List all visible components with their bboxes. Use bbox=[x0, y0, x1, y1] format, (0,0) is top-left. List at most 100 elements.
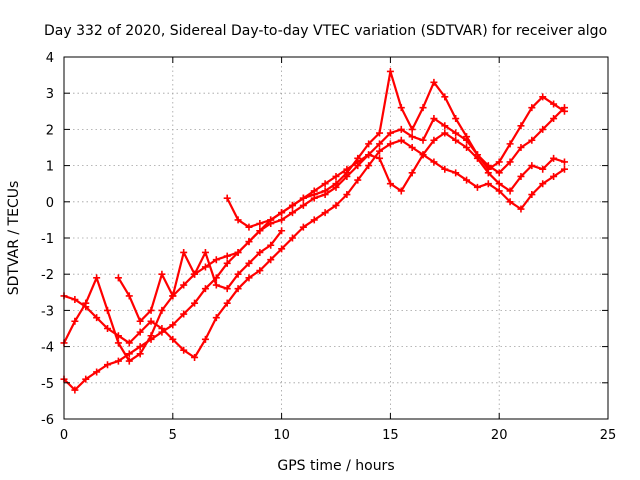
data-point bbox=[256, 267, 264, 275]
plot-grid bbox=[64, 57, 608, 419]
data-point bbox=[278, 209, 286, 217]
data-point bbox=[310, 216, 318, 224]
data-point bbox=[539, 180, 547, 188]
data-point bbox=[125, 292, 133, 300]
axis-ticks bbox=[63, 56, 609, 420]
data-point bbox=[408, 144, 416, 151]
data-point bbox=[517, 205, 525, 213]
data-point bbox=[506, 140, 514, 148]
data-point bbox=[528, 104, 536, 112]
data-point bbox=[201, 248, 209, 256]
data-point bbox=[147, 306, 155, 314]
data-point bbox=[550, 115, 558, 123]
data-point bbox=[169, 292, 177, 300]
data-point bbox=[560, 165, 568, 173]
data-point bbox=[82, 299, 90, 307]
data-point bbox=[267, 241, 275, 249]
data-point bbox=[245, 223, 253, 231]
series-line bbox=[226, 70, 566, 229]
data-point bbox=[125, 350, 133, 358]
data-point bbox=[93, 368, 101, 376]
data-point bbox=[560, 158, 568, 166]
data-point bbox=[517, 172, 525, 180]
data-point bbox=[104, 325, 112, 332]
data-point bbox=[332, 180, 340, 188]
data-point bbox=[452, 169, 460, 177]
data-point bbox=[125, 357, 133, 365]
data-point bbox=[419, 151, 427, 159]
data-point bbox=[201, 285, 209, 293]
data-point bbox=[332, 201, 340, 209]
data-point bbox=[539, 93, 547, 101]
y-tick-label: 3 bbox=[46, 87, 54, 102]
data-point bbox=[386, 67, 394, 75]
data-point bbox=[441, 93, 449, 101]
x-tick-label: 20 bbox=[491, 428, 508, 443]
series-track-5 bbox=[114, 227, 286, 325]
data-point bbox=[376, 154, 384, 162]
data-point bbox=[158, 270, 166, 278]
data-point bbox=[180, 281, 188, 289]
series-track-2 bbox=[60, 129, 568, 361]
data-point bbox=[517, 122, 525, 130]
data-point bbox=[125, 339, 133, 347]
data-point bbox=[506, 198, 514, 206]
data-point bbox=[354, 162, 362, 170]
data-point bbox=[528, 136, 536, 144]
data-point bbox=[419, 104, 427, 112]
y-tick-label: 4 bbox=[46, 51, 54, 66]
data-point bbox=[82, 375, 90, 383]
data-point bbox=[114, 357, 122, 365]
data-point bbox=[234, 285, 242, 293]
data-point bbox=[473, 151, 481, 159]
data-point bbox=[473, 183, 481, 191]
data-point bbox=[245, 259, 253, 267]
data-point bbox=[71, 317, 79, 325]
data-point bbox=[310, 191, 318, 199]
data-point bbox=[550, 154, 558, 162]
data-point bbox=[397, 125, 405, 133]
data-point bbox=[158, 306, 166, 314]
data-point bbox=[191, 353, 199, 361]
data-point bbox=[136, 328, 144, 336]
data-point bbox=[245, 238, 253, 246]
y-tick-label: 1 bbox=[46, 160, 54, 175]
data-point bbox=[397, 104, 405, 112]
data-point bbox=[212, 256, 220, 264]
data-point bbox=[539, 125, 547, 133]
data-point bbox=[408, 169, 416, 177]
y-tick-labels: -6 -5 -4 -3 -2 -1 0 1 2 3 4 bbox=[41, 51, 54, 428]
series-track-4 bbox=[223, 67, 568, 231]
data-point bbox=[550, 172, 558, 180]
data-point bbox=[278, 227, 286, 235]
data-point bbox=[114, 339, 122, 347]
x-tick-label: 0 bbox=[60, 428, 68, 443]
data-point bbox=[463, 133, 471, 141]
data-point bbox=[386, 140, 394, 148]
data-point bbox=[256, 220, 264, 228]
data-point bbox=[365, 151, 373, 159]
y-tick-label: -3 bbox=[41, 304, 54, 319]
data-point bbox=[441, 122, 449, 130]
data-point bbox=[354, 154, 362, 162]
data-point bbox=[104, 306, 112, 314]
data-point bbox=[343, 191, 351, 199]
data-point bbox=[550, 100, 558, 108]
data-point bbox=[223, 299, 231, 307]
data-point bbox=[299, 194, 307, 202]
x-tick-label: 15 bbox=[382, 428, 399, 443]
data-point bbox=[408, 133, 416, 141]
data-point bbox=[288, 201, 296, 209]
data-point bbox=[376, 129, 384, 137]
data-point bbox=[463, 176, 471, 184]
data-point bbox=[539, 165, 547, 173]
data-point bbox=[158, 325, 166, 332]
data-point bbox=[212, 281, 220, 289]
y-tick-label: -2 bbox=[41, 268, 54, 283]
series-line bbox=[117, 229, 283, 323]
data-point bbox=[484, 165, 492, 173]
data-point bbox=[452, 115, 460, 123]
y-tick-label: -4 bbox=[41, 341, 54, 356]
data-point bbox=[430, 136, 438, 144]
